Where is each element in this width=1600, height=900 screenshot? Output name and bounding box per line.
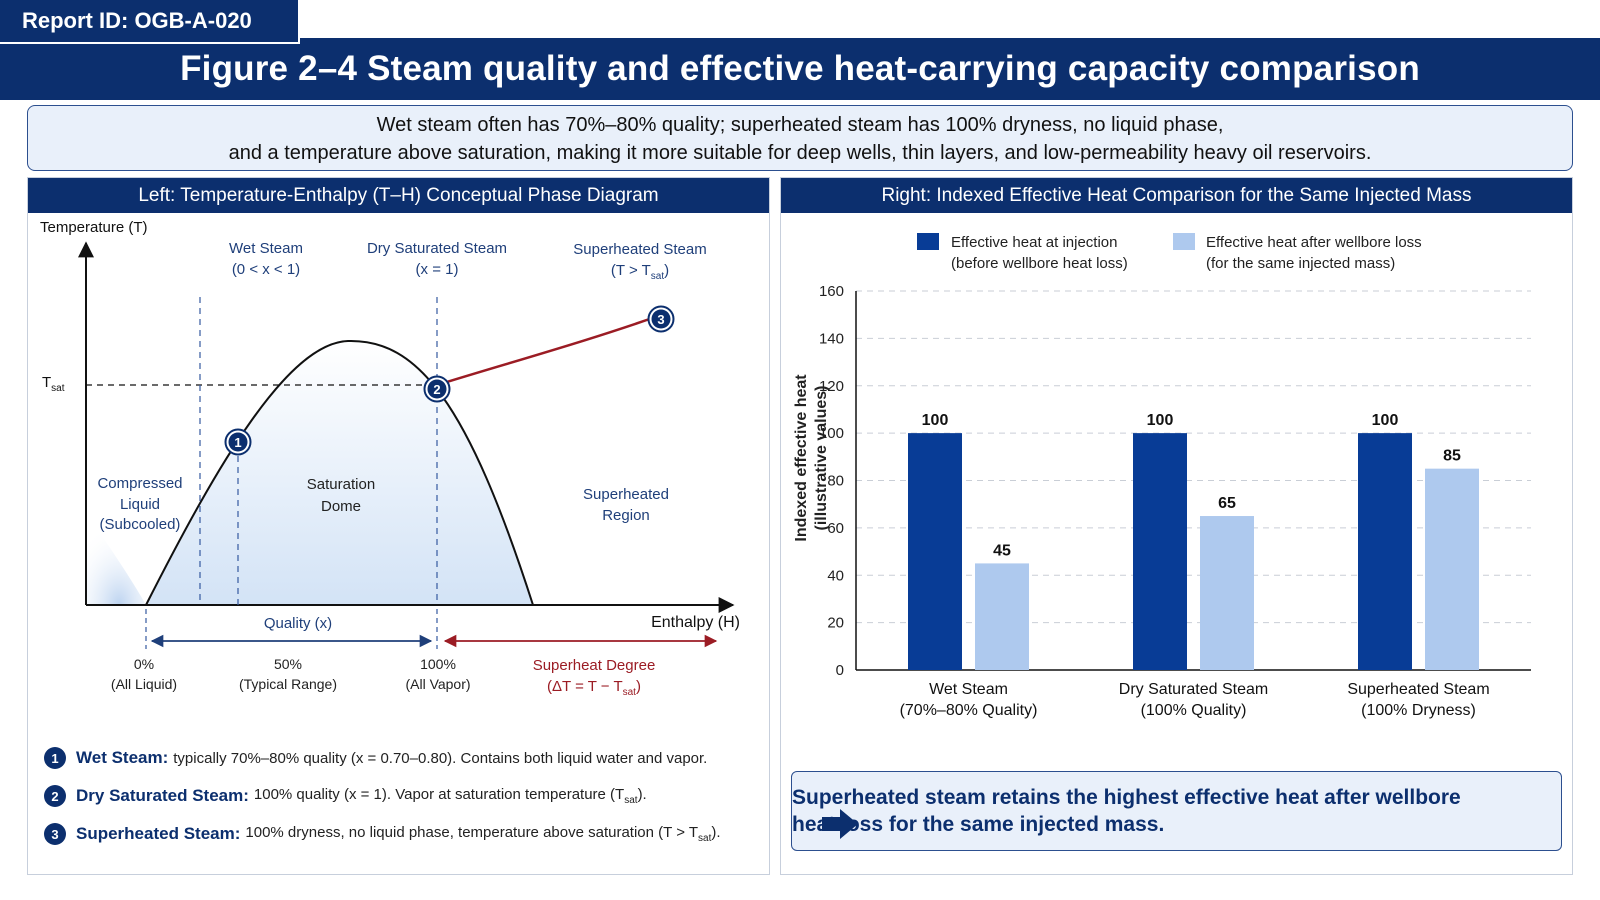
- superheat-curve: [436, 313, 662, 387]
- left-panel: Left: Temperature-Enthalpy (T–H) Concept…: [27, 177, 770, 875]
- bar: [1133, 433, 1187, 670]
- note-number: 2: [44, 785, 66, 807]
- note-text: 100% quality (x = 1). Vapor at saturatio…: [253, 786, 647, 806]
- zone-wet-title: Wet Steam: [229, 240, 303, 257]
- legend-swatch-after-loss: [1173, 233, 1195, 250]
- zone-super-sub: (T > Tsat): [611, 262, 669, 282]
- point-1-marker: 1: [224, 428, 252, 456]
- y-tick-label: 140: [819, 330, 844, 347]
- bar-value-label: 85: [1443, 448, 1461, 465]
- note-label: Dry Saturated Steam:: [76, 786, 249, 805]
- x-tick-label: Wet Steam: [929, 681, 1008, 698]
- note-label: Wet Steam:: [76, 748, 169, 767]
- region-superheated-1: Superheated: [583, 486, 669, 503]
- tick-50: 50%: [274, 656, 302, 672]
- summary-line-2: and a temperature above saturation, maki…: [228, 142, 1372, 164]
- tick-0-sub: (All Liquid): [111, 676, 177, 692]
- note-superheated-steam: 3 Superheated Steam: 100% dryness, no li…: [44, 815, 764, 853]
- right-panel-header: Right: Indexed Effective Heat Comparison…: [781, 178, 1572, 213]
- note-number: 3: [44, 823, 66, 845]
- bar: [908, 433, 962, 670]
- bar-chart: Effective heat at injection (before well…: [793, 233, 1531, 719]
- bar: [975, 563, 1029, 670]
- tsat-label: Tsat: [42, 374, 65, 394]
- zone-dry-sub: (x = 1): [416, 261, 459, 278]
- phase-diagram: Temperature (T) Enthalpy (H) Tsat Wet St…: [40, 219, 740, 698]
- quality-label: Quality (x): [264, 615, 332, 632]
- region-superheated-2: Region: [602, 507, 650, 524]
- title-bar: Figure 2–4 Steam quality and effective h…: [0, 38, 1600, 100]
- region-dome-1: Saturation: [307, 476, 375, 493]
- callout-text: Superheated steam retains the highest ef…: [792, 784, 1461, 838]
- note-dry-saturated-steam: 2 Dry Saturated Steam: 100% quality (x =…: [44, 777, 764, 815]
- bar-value-label: 100: [1372, 412, 1399, 429]
- y-tick-label: 120: [819, 378, 844, 395]
- x-tick-sublabel: (100% Quality): [1141, 702, 1247, 719]
- legend-swatch-injection: [917, 233, 939, 250]
- compressed-liquid-shade: [86, 513, 146, 605]
- y-tick-label: 160: [819, 283, 844, 300]
- note-number: 1: [44, 747, 66, 769]
- x-axis-label: Enthalpy (H): [651, 614, 740, 631]
- point-2-label: 2: [433, 382, 440, 397]
- bar-value-label: 45: [993, 542, 1011, 559]
- report-id: Report ID: OGB-A-020: [0, 0, 300, 44]
- bar: [1358, 433, 1412, 670]
- region-compressed-2: Liquid: [120, 496, 160, 513]
- note-label: Superheated Steam:: [76, 824, 241, 843]
- arrow-right-icon: [822, 809, 858, 839]
- zone-dry-title: Dry Saturated Steam: [367, 240, 507, 257]
- y-tick-label: 60: [827, 520, 844, 537]
- bar-value-label: 100: [922, 412, 949, 429]
- region-compressed-1: Compressed: [97, 475, 182, 492]
- summary-line-1: Wet steam often has 70%–80% quality; sup…: [376, 114, 1224, 136]
- superheat-degree-label: Superheat Degree: [533, 657, 656, 674]
- tick-100-sub: (All Vapor): [405, 676, 470, 692]
- y-tick-label: 100: [819, 425, 844, 442]
- x-tick-sublabel: (70%–80% Quality): [900, 702, 1038, 719]
- point-3-label: 3: [657, 312, 664, 327]
- y-tick-label: 0: [836, 662, 844, 679]
- note-text: 100% dryness, no liquid phase, temperatu…: [245, 824, 721, 844]
- note-wet-steam: 1 Wet Steam: typically 70%–80% quality (…: [44, 739, 764, 777]
- y-axis-label-2: (illustrative values): [813, 386, 830, 531]
- y-tick-label: 20: [827, 615, 844, 632]
- y-tick-label: 80: [827, 473, 844, 490]
- region-compressed-3: (Subcooled): [100, 516, 181, 533]
- left-panel-header: Left: Temperature-Enthalpy (T–H) Concept…: [28, 178, 769, 213]
- tick-0: 0%: [134, 656, 154, 672]
- y-axis-label-1: Indexed effective heat: [793, 374, 810, 542]
- legend-label-injection: Effective heat at injection: [951, 234, 1118, 251]
- x-tick-sublabel: (100% Dryness): [1361, 702, 1476, 719]
- legend-label-after-loss: Effective heat after wellbore loss: [1206, 234, 1422, 251]
- bar-value-label: 65: [1218, 495, 1236, 512]
- legend-sub-after-loss: (for the same injected mass): [1206, 255, 1395, 272]
- callout-line-1: Superheated steam retains the highest ef…: [792, 786, 1461, 809]
- tick-100: 100%: [420, 656, 456, 672]
- point-2-marker: 2: [423, 375, 451, 403]
- callout-line-2: heat loss for the same injected mass.: [792, 813, 1165, 836]
- point-1-label: 1: [234, 435, 241, 450]
- summary-box: Wet steam often has 70%–80% quality; sup…: [27, 105, 1573, 171]
- y-axis-label: Temperature (T): [40, 219, 148, 236]
- legend-sub-injection: (before wellbore heat loss): [951, 255, 1128, 272]
- zone-super-title: Superheated Steam: [573, 241, 706, 258]
- y-tick-label: 40: [827, 567, 844, 584]
- note-text: typically 70%–80% quality (x = 0.70–0.80…: [173, 749, 708, 767]
- right-panel: Right: Indexed Effective Heat Comparison…: [780, 177, 1573, 875]
- x-tick-label: Dry Saturated Steam: [1119, 681, 1268, 698]
- bar: [1200, 516, 1254, 670]
- point-notes: 1 Wet Steam: typically 70%–80% quality (…: [44, 739, 764, 853]
- zone-wet-sub: (0 < x < 1): [232, 261, 300, 278]
- x-tick-label: Superheated Steam: [1347, 681, 1489, 698]
- region-dome-2: Dome: [321, 498, 361, 515]
- bar: [1425, 468, 1479, 670]
- bar-value-label: 100: [1147, 412, 1174, 429]
- page-title: Figure 2–4 Steam quality and effective h…: [180, 49, 1420, 88]
- conclusion-callout: Superheated steam retains the highest ef…: [791, 771, 1562, 851]
- point-3-marker: 3: [647, 305, 675, 333]
- superheat-formula: (ΔT = T − Tsat): [547, 678, 641, 698]
- tick-50-sub: (Typical Range): [239, 676, 337, 692]
- saturation-dome: [144, 339, 535, 606]
